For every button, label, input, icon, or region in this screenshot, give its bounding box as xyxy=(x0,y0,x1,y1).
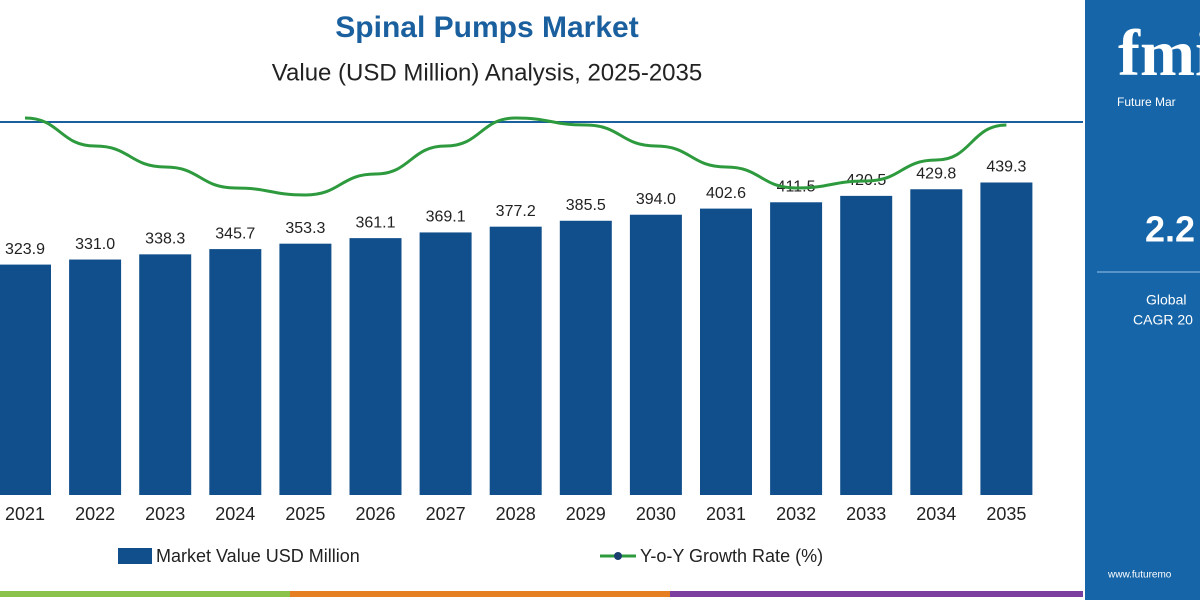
footer-strip xyxy=(290,591,670,597)
chart-title: Spinal Pumps Market xyxy=(335,11,638,44)
x-tick-label: 2028 xyxy=(496,504,536,524)
bar xyxy=(910,189,963,495)
bar xyxy=(700,208,752,496)
bar xyxy=(840,195,893,496)
bar xyxy=(0,264,51,495)
value-label: 345.7 xyxy=(215,225,255,242)
cagr-label: Global xyxy=(1146,292,1186,308)
value-label: 369.1 xyxy=(426,209,466,226)
bar xyxy=(980,182,1033,495)
value-label: 353.3 xyxy=(285,220,325,237)
value-label: 338.3 xyxy=(145,231,185,248)
value-label: 402.6 xyxy=(706,185,746,202)
brand: Future Mar xyxy=(1117,95,1176,109)
x-tick-label: 2027 xyxy=(426,504,466,524)
bar xyxy=(419,232,472,496)
value-label: 377.2 xyxy=(496,203,536,220)
bar xyxy=(279,243,332,495)
value-label: 385.5 xyxy=(566,197,606,214)
x-tick-label: 2022 xyxy=(75,504,115,524)
x-tick-label: 2026 xyxy=(355,504,395,524)
cagr-label: CAGR 20 xyxy=(1133,312,1193,328)
legend-label: Market Value USD Million xyxy=(156,546,360,566)
value-label: 331.0 xyxy=(75,236,115,253)
x-tick-label: 2032 xyxy=(776,504,816,524)
value-label: 361.1 xyxy=(355,214,395,231)
x-tick-label: 2033 xyxy=(846,504,886,524)
value-label: 439.3 xyxy=(986,159,1026,176)
x-tick-label: 2024 xyxy=(215,504,255,524)
x-tick-label: 2034 xyxy=(916,504,956,524)
bar xyxy=(489,226,542,495)
bar xyxy=(69,259,122,495)
bar xyxy=(559,220,612,495)
side-panel xyxy=(1085,0,1200,600)
value-label: 429.8 xyxy=(916,165,956,182)
bar xyxy=(209,249,262,495)
url: www.futuremo xyxy=(1107,570,1172,581)
growth-line xyxy=(24,116,1007,197)
value-label: 323.9 xyxy=(5,241,45,258)
bar xyxy=(349,238,402,495)
bar xyxy=(629,214,682,496)
x-tick-label: 2021 xyxy=(5,504,45,524)
footer-strip xyxy=(670,591,1083,597)
logo: fmi xyxy=(1118,17,1200,90)
x-tick-label: 2035 xyxy=(986,504,1026,524)
x-tick-label: 2023 xyxy=(145,504,185,524)
cagr-value: 2.2 xyxy=(1145,209,1195,250)
footer-strip xyxy=(0,591,290,597)
legend-dot xyxy=(614,552,622,560)
x-tick-label: 2030 xyxy=(636,504,676,524)
bar xyxy=(139,254,192,495)
chart-subtitle: Value (USD Million) Analysis, 2025-2035 xyxy=(272,59,702,86)
x-tick-label: 2025 xyxy=(285,504,325,524)
legend-swatch xyxy=(118,548,152,564)
value-label: 394.0 xyxy=(636,191,676,208)
x-tick-label: 2031 xyxy=(706,504,746,524)
x-tick-label: 2029 xyxy=(566,504,606,524)
legend-label: Y-o-Y Growth Rate (%) xyxy=(640,546,823,566)
bar xyxy=(770,202,823,495)
